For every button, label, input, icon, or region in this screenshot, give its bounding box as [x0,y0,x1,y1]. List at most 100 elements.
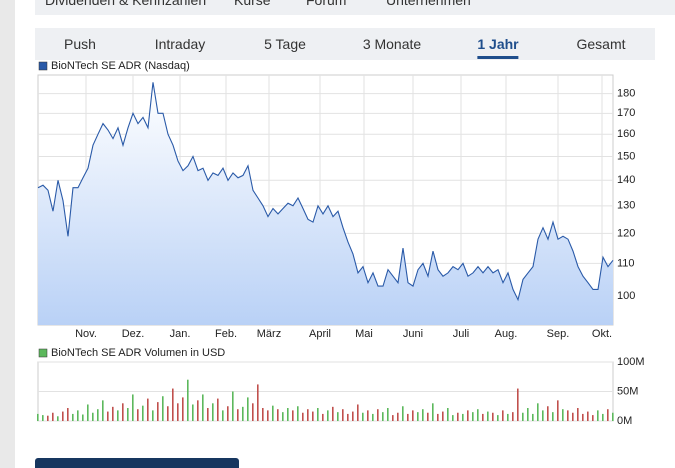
y-tick-label: 150 [617,150,635,162]
tab[interactable]: 5 Tage [264,36,306,52]
volume-bar [492,412,494,421]
x-tick-label: April [309,328,331,340]
volume-bar [522,412,524,421]
volume-bar [247,397,249,421]
volume-bar [537,403,539,421]
volume-bar [382,412,384,421]
tab[interactable]: 3 Monate [362,36,422,52]
volume-bar [152,410,154,421]
volume-bar [512,412,514,421]
x-tick-label: Nov. [75,328,97,340]
volume-bar [507,413,509,421]
tab-bar: Push Intraday 5 Tage 3 Monate 1 Jahr Ges… [35,28,655,60]
volume-bar [607,409,609,421]
volume-bar [577,408,579,421]
x-tick-label: März [257,328,281,340]
volume-bar [47,415,49,421]
button[interactable] [35,458,239,468]
y-tick-label: 50M [617,385,638,397]
volume-bar [602,413,604,421]
volume-bar [557,400,559,421]
volume-bar [447,408,449,421]
volume-bar [237,409,239,421]
volume-bar [597,410,599,421]
volume-bar [462,413,464,421]
volume-bar [457,412,459,421]
volume-bar [317,408,319,421]
volume-bar [362,412,364,421]
x-tick-label: Sep. [547,328,570,340]
volume-bar [432,403,434,421]
x-tick-label: Mai [355,328,373,340]
volume-bar [217,398,219,421]
volume-bar [327,410,329,421]
x-tick-label: Aug. [495,328,518,340]
y-tick-label: 170 [617,107,635,119]
y-tick-label: 100 [617,290,635,302]
volume-bar [127,408,129,421]
x-tick-label: Juli [453,328,470,340]
volume-bar [182,397,184,421]
volume-bar [262,408,264,421]
volume-bar [407,413,409,421]
volume-bar [232,391,234,421]
volume-bar [547,406,549,421]
y-tick-label: 120 [617,227,635,239]
volume-bar [57,416,59,421]
nav-link[interactable]: Unternehmen [386,0,471,8]
volume-bar [157,402,159,421]
volume-bar [472,412,474,421]
volume-bar [142,405,144,421]
nav-link[interactable]: Dividenden & Kennzahlen [45,0,207,8]
volume-bar [442,411,444,421]
volume-bar [437,413,439,421]
volume-bar [582,413,584,421]
volume-bar [567,410,569,421]
volume-bar [337,412,339,421]
legend-label: BioNTech SE ADR (Nasdaq) [51,60,190,72]
volume-bar [137,409,139,421]
tab[interactable]: 1 Jahr [477,36,519,59]
volume-bar [272,405,274,421]
volume-bar [287,408,289,421]
tab[interactable]: Push [64,36,96,52]
volume-bar [87,404,89,421]
y-tick-label: 130 [617,200,635,212]
volume-bar [242,406,244,421]
legend-swatch [38,348,48,358]
volume-bar [377,409,379,421]
legend-swatch [38,61,48,71]
y-tick-label: 100M [617,356,645,368]
volume-bar [77,410,79,421]
volume-bar [177,403,179,421]
nav-link[interactable]: Forum [306,0,347,8]
volume-bar [202,394,204,421]
volume-bar [587,411,589,421]
volume-bar [482,413,484,421]
volume-bar [412,410,414,421]
volume-bar [297,406,299,421]
x-tick-label: Jan. [170,328,191,340]
volume-bar [422,409,424,421]
y-tick-label: 160 [617,128,635,140]
volume-bar [322,413,324,421]
volume-bar [467,410,469,421]
nav-link[interactable]: Kurse [234,0,271,8]
y-tick-label: 0M [617,415,632,427]
volume-bar [502,410,504,421]
volume-bar [122,403,124,421]
volume-bar [67,408,69,421]
volume-bar [517,388,519,421]
area-fill [38,82,613,325]
volume-bar [222,410,224,421]
tab[interactable]: Intraday [154,36,206,52]
volume-bar [97,409,99,421]
volume-bar [292,410,294,421]
volume-bar [192,404,194,421]
volume-bar [342,409,344,421]
tab[interactable]: Gesamt [576,36,626,52]
volume-bar [372,413,374,421]
price-line [37,82,614,302]
